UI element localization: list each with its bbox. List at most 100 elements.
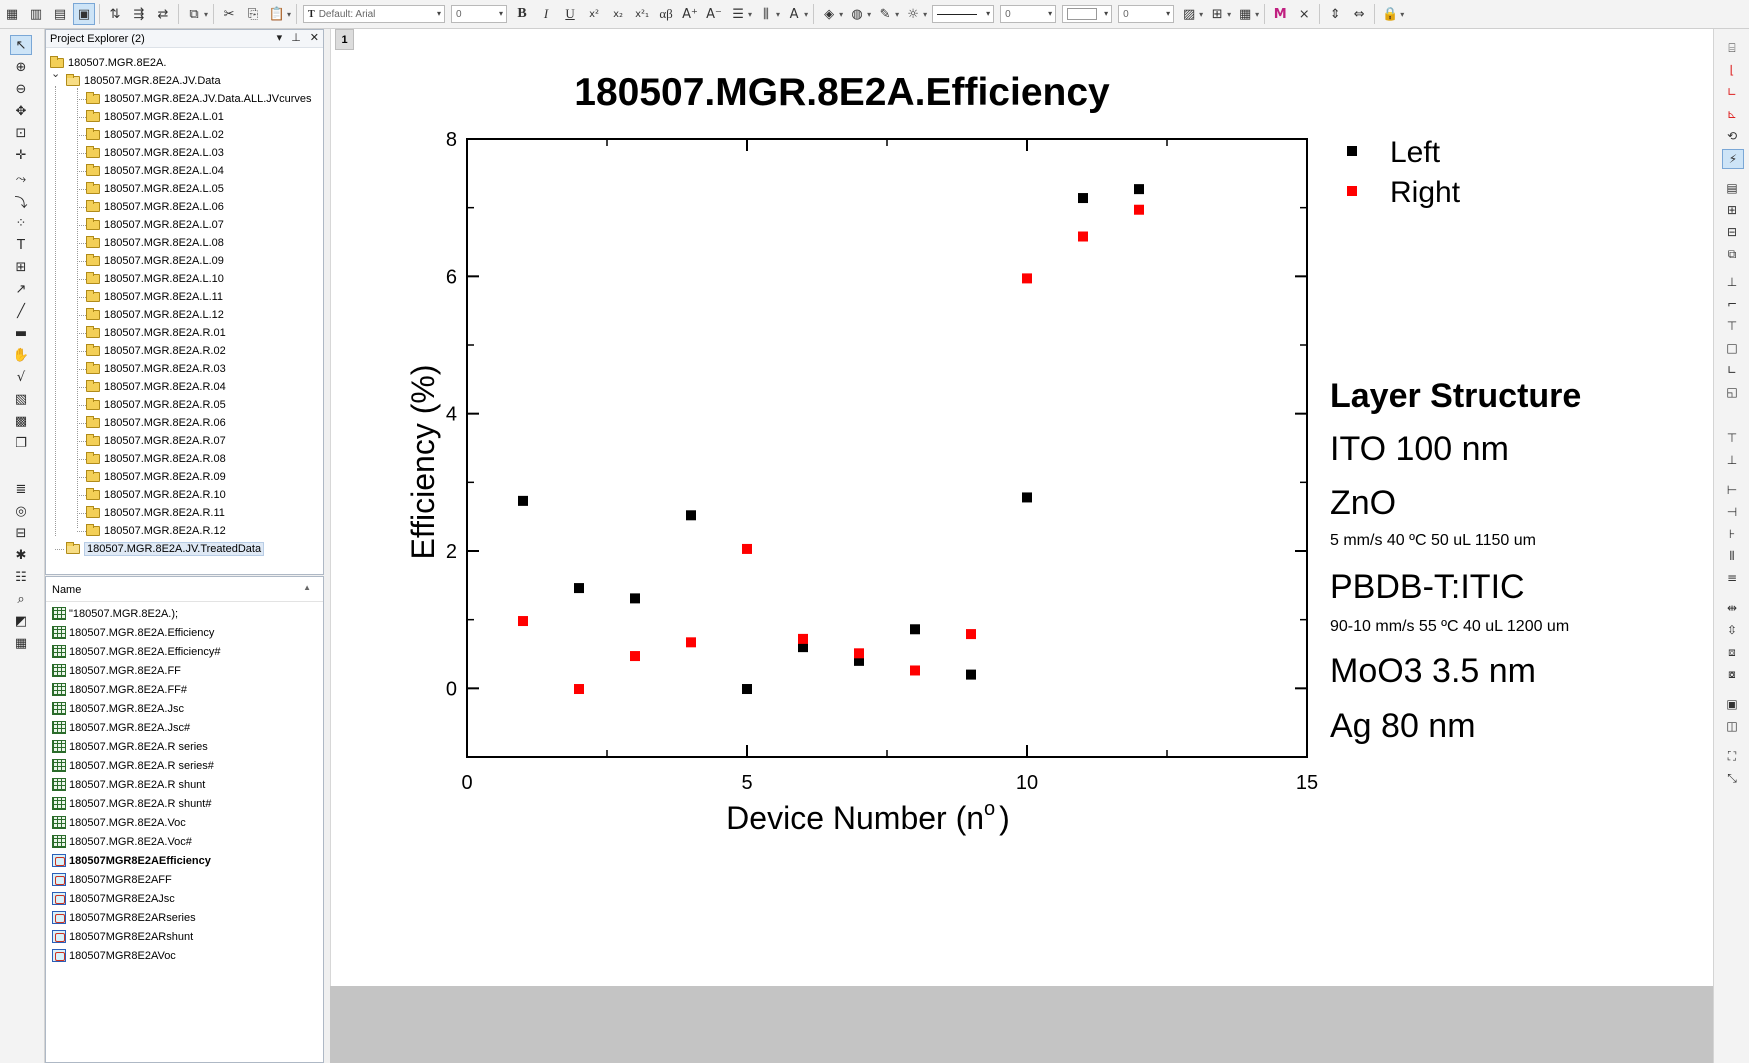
tree-item[interactable]: 180507.MGR.8E2A.R.06 xyxy=(86,414,226,432)
axis-y-icon[interactable]: ⊾ xyxy=(1726,107,1738,121)
font-color-icon[interactable]: A xyxy=(789,6,799,22)
tree-item[interactable]: 180507.MGR.8E2A.R.03 xyxy=(86,360,226,378)
tree-item[interactable]: 180507.MGR.8E2A.L.07 xyxy=(86,216,224,234)
right-data-point[interactable] xyxy=(854,648,864,659)
pattern-icon[interactable]: ◍ xyxy=(851,6,863,22)
right-data-point[interactable] xyxy=(1022,273,1032,284)
right-data-point[interactable] xyxy=(518,616,528,627)
legend[interactable]: Left Right xyxy=(1347,136,1461,209)
worksheet-properties-icon[interactable]: ▣ xyxy=(73,3,95,25)
cut-icon[interactable]: ✂ xyxy=(223,6,235,22)
tree-item[interactable]: 180507.MGR.8E2A.R.02 xyxy=(86,342,226,360)
list-item[interactable]: 180507.MGR.8E2A.Voc# xyxy=(52,832,192,851)
y-axis-label[interactable]: Efficiency (%) xyxy=(405,364,441,559)
list-item[interactable]: 180507.MGR.8E2A.Jsc# xyxy=(52,718,190,737)
right-data-point[interactable] xyxy=(910,665,920,676)
underline-icon[interactable]: U xyxy=(565,6,575,21)
chevron-down-icon[interactable]: ▾ xyxy=(287,9,292,19)
layer-structure-annotation[interactable]: Layer Structure ITO 100 nm ZnO 5 mm/s 40… xyxy=(1330,377,1581,745)
right-data-point[interactable] xyxy=(1078,231,1088,242)
layer-setup-icon[interactable]: ▤ xyxy=(1726,181,1738,195)
text-tool-icon[interactable]: T xyxy=(17,237,25,253)
chevron-down-icon[interactable]: ▾ xyxy=(1227,9,1232,19)
left-data-point[interactable] xyxy=(854,655,864,666)
plot-frame[interactable] xyxy=(466,138,1308,758)
same-height-icon[interactable]: ⇳ xyxy=(1726,623,1738,637)
list-item[interactable]: 180507.MGR.8E2A.Voc xyxy=(52,813,186,832)
chevron-down-icon[interactable]: ▾ xyxy=(776,9,781,19)
tree-item[interactable]: 180507.MGR.8E2A.R.04 xyxy=(86,378,226,396)
plot-setup-icon[interactable]: ⚡ xyxy=(1722,149,1744,169)
add-column-icon[interactable]: ▦ xyxy=(5,6,19,22)
list-item[interactable]: 180507MGR8E2AVoc xyxy=(52,946,176,965)
distribute-vertical-icon[interactable]: ≡ xyxy=(1726,571,1738,585)
tree-item[interactable]: 180507.MGR.8E2A.R.01 xyxy=(86,324,226,342)
layer-icon[interactable]: ❐ xyxy=(15,435,27,451)
insert-graph-icon[interactable]: ▧ xyxy=(14,391,28,407)
tree-item[interactable]: 180507.MGR.8E2A.L.02 xyxy=(86,126,224,144)
line-style-select[interactable]: ▾ xyxy=(932,5,995,23)
left-data-point[interactable] xyxy=(1078,193,1088,204)
tree-item[interactable]: 180507.MGR.8E2A.R.07 xyxy=(86,432,226,450)
rescale-axes-icon[interactable]: ⟲ xyxy=(1726,129,1738,143)
fill-value-select[interactable]: 0 ▾ xyxy=(1118,5,1175,23)
lock-icon[interactable]: 🔒 xyxy=(1382,6,1399,22)
chevron-down-icon[interactable]: ▾ xyxy=(1400,9,1405,19)
tree-item[interactable]: 180507.MGR.8E2A.JV.Data.ALL.JVcurves xyxy=(86,90,312,108)
right-data-point[interactable] xyxy=(1134,204,1144,215)
list-item[interactable]: 180507.MGR.8E2A.Efficiency xyxy=(52,623,214,642)
m-icon[interactable]: M xyxy=(1273,6,1287,22)
rescale-icon[interactable]: ⊡ xyxy=(15,125,27,141)
axis-x-icon[interactable]: ∟ xyxy=(1726,85,1738,99)
left-data-point[interactable] xyxy=(574,583,584,594)
list-item[interactable]: 180507.MGR.8E2A.R shunt# xyxy=(52,794,211,813)
tree-item[interactable]: 180507.MGR.8E2A.L.10 xyxy=(86,270,224,288)
tree-item[interactable]: 180507.MGR.8E2A.R.11 xyxy=(86,504,225,522)
group-icon[interactable]: ▣ xyxy=(1726,697,1738,711)
right-data-point[interactable] xyxy=(686,637,696,648)
decrease-font-icon[interactable]: A⁻ xyxy=(706,6,722,22)
add-right-axis-icon[interactable]: ⊤ xyxy=(1726,319,1738,333)
circle-icon[interactable]: ◎ xyxy=(15,503,27,519)
add-frame-icon[interactable]: □ xyxy=(1726,341,1738,355)
tree-item[interactable]: 180507.MGR.8E2A.L.01 xyxy=(86,108,224,126)
graph-page[interactable] xyxy=(330,29,1714,986)
tree-item[interactable]: 180507.MGR.8E2A. xyxy=(50,54,166,72)
increase-font-icon[interactable]: A⁺ xyxy=(682,6,698,22)
resize-icon[interactable]: ⇔ xyxy=(1353,6,1365,22)
font-size-select[interactable]: 0 ▾ xyxy=(451,5,508,23)
paste-icon[interactable]: 📋 xyxy=(268,6,286,22)
subscript-icon[interactable]: x₂ xyxy=(613,8,623,20)
list-item[interactable]: 180507.MGR.8E2A.R series xyxy=(52,737,208,756)
list-icon[interactable]: ≣ xyxy=(15,481,27,497)
list-item[interactable]: "180507.MGR.8E2A.); xyxy=(52,604,178,623)
layer-number-tab[interactable]: 1 xyxy=(335,29,354,50)
fill-select[interactable]: ▾ xyxy=(1062,5,1113,23)
merge-graph-icon[interactable]: ⊞ xyxy=(1726,203,1738,217)
align-top-icon[interactable]: ⊤ xyxy=(1726,431,1738,445)
list-item[interactable]: 180507.MGR.8E2A.Jsc xyxy=(52,699,184,718)
list-item[interactable]: 180507MGR8E2ARseries xyxy=(52,908,196,927)
add-inset-icon[interactable]: ◱ xyxy=(1726,385,1738,399)
tree-item[interactable]: 180507.MGR.8E2A.JV.Data xyxy=(66,72,221,90)
chevron-down-icon[interactable]: ▾ xyxy=(1199,9,1204,19)
right-data-point[interactable] xyxy=(574,684,584,695)
tree-item[interactable]: 180507.MGR.8E2A.L.06 xyxy=(86,198,224,216)
bold-icon[interactable]: B xyxy=(517,6,527,21)
rectangle-tool-icon[interactable]: ▬ xyxy=(14,325,28,341)
tree-item[interactable]: 180507.MGR.8E2A.R.10 xyxy=(86,486,226,504)
right-data-point[interactable] xyxy=(630,651,640,662)
close-icon[interactable]: ✕ xyxy=(309,32,319,44)
table-tool-icon[interactable]: ▦ xyxy=(14,635,28,651)
list-item[interactable]: 180507.MGR.8E2A.FF# xyxy=(52,680,187,699)
list-item[interactable]: 180507.MGR.8E2A.R shunt xyxy=(52,775,205,794)
pointer-icon[interactable]: ↖ xyxy=(10,35,32,55)
insert-image-icon[interactable]: ▩ xyxy=(14,413,28,429)
tree-item[interactable]: 180507.MGR.8E2A.R.05 xyxy=(86,396,226,414)
font-name-select[interactable]: T Default: Arial ▾ xyxy=(303,5,446,23)
region-icon[interactable]: ⊞ xyxy=(15,259,27,275)
tree-item[interactable]: 180507.MGR.8E2A.JV.TreatedData xyxy=(66,540,265,558)
list-header[interactable]: Name ▲ xyxy=(46,579,323,602)
fill-color-icon[interactable]: ◈ xyxy=(824,6,835,22)
merge-icon[interactable]: ⧉ xyxy=(189,6,199,22)
